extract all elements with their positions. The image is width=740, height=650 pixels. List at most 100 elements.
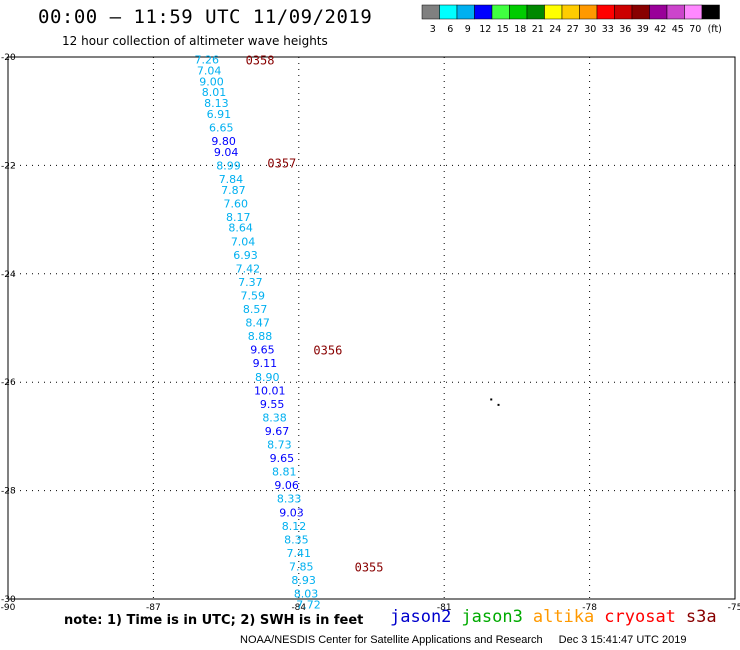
legend-swatch: [666, 4, 685, 20]
swh-value-label: 7.04: [231, 235, 256, 248]
credit-line: NOAA/NESDIS Center for Satellite Applica…: [240, 634, 686, 646]
swh-value-label: 6.65: [209, 121, 234, 134]
satellite-legend: jason2 jason3 altika cryosat s3a: [390, 607, 727, 627]
y-tick-label: -26: [1, 378, 16, 388]
swh-value-label: 8.01: [202, 86, 227, 99]
legend-swatch: [631, 4, 650, 20]
land-dot: [490, 398, 493, 401]
swh-value-label: 9.55: [260, 398, 285, 411]
legend-label: 39: [637, 24, 649, 35]
legend-label: 33: [602, 24, 614, 35]
x-tick-label: -87: [146, 603, 161, 613]
pass-time-label: 0357: [267, 157, 296, 171]
swh-value-label: 8.99: [216, 159, 241, 172]
swh-value-label: 7.84: [219, 173, 244, 186]
plot-frame: [7, 56, 736, 600]
footer-note: note: 1) Time is in UTC; 2) SWH is in fe…: [64, 613, 364, 628]
swh-value-label: 7.41: [287, 547, 312, 560]
swh-value-label: 7.60: [224, 197, 249, 210]
legend-label: 3: [430, 24, 436, 35]
legend-swatch: [509, 4, 528, 20]
swh-value-label: 8.88: [248, 330, 273, 343]
swh-value-label: 8.33: [277, 493, 302, 506]
y-tick-label: -22: [1, 161, 16, 171]
swh-value-label: 6.93: [233, 249, 258, 262]
satellite-s3a: s3a: [685, 607, 717, 627]
legend-swatch: [439, 4, 458, 20]
legend-swatch: [579, 4, 598, 20]
y-tick-label: -20: [1, 53, 16, 63]
swh-value-label: 7.26: [194, 54, 219, 67]
swh-labels: 7.267.049.008.018.136.916.659.809.048.99…: [194, 54, 320, 612]
satellite-jason3: jason3: [461, 607, 523, 627]
swh-value-label: 7.04: [197, 65, 222, 78]
x-tick-label: -90: [1, 603, 16, 613]
swh-value-label: 7.37: [238, 276, 263, 289]
swh-value-label: 7.85: [289, 560, 314, 573]
swh-value-label: 9.03: [279, 506, 304, 519]
pass-time-label: 0355: [355, 560, 384, 574]
x-tick-label: -84: [291, 603, 306, 613]
swh-value-label: 9.00: [199, 75, 224, 88]
axes: -90 -87 -84 -81 -78 -75 -20 -22 -24 -26 -28 -30: [1, 53, 740, 613]
swh-value-label: 8.12: [282, 520, 307, 533]
swh-value-label: 9.67: [265, 425, 290, 438]
swh-value-label: 9.65: [270, 452, 295, 465]
legend-label: 12: [479, 24, 491, 35]
legend-label: 42: [654, 24, 666, 35]
satellite-cryosat: cryosat: [604, 607, 676, 627]
y-tick-label: -24: [1, 270, 16, 280]
time-labels: 0358 0357 0356 0355: [246, 54, 500, 574]
land-dot: [497, 403, 500, 406]
legend-label: 24: [549, 24, 561, 35]
satellite-altika: altika: [532, 607, 595, 627]
satellite-jason2: jason2: [390, 607, 452, 627]
chart-subtitle: 12 hour collection of altimeter wave hei…: [62, 34, 328, 48]
legend-swatch: [456, 4, 475, 20]
legend-label: 6: [447, 24, 453, 35]
legend-label: (ft): [708, 24, 722, 35]
legend-swatch: [701, 4, 720, 20]
x-tick-label: -81: [437, 603, 452, 613]
swh-value-label: 8.90: [255, 371, 280, 384]
swh-value-label: 8.81: [272, 466, 297, 479]
swh-value-label: 9.04: [214, 146, 239, 159]
swh-value-label: 9.65: [250, 344, 275, 357]
swh-value-label: 9.80: [211, 135, 236, 148]
swh-value-label: 8.93: [291, 574, 316, 587]
legend-label: 27: [567, 24, 579, 35]
swh-value-label: 8.73: [267, 439, 292, 452]
swh-value-label: 8.03: [294, 588, 319, 601]
swh-value-label: 8.47: [245, 317, 270, 330]
x-tick-label: -78: [582, 603, 597, 613]
swh-value-label: 9.06: [274, 479, 299, 492]
pass-time-label: 0358: [246, 54, 275, 68]
legend-swatch: [649, 4, 668, 20]
swh-value-label: 8.35: [284, 533, 309, 546]
swh-value-label: 9.11: [253, 357, 278, 370]
legend-swatch: [474, 4, 493, 20]
legend-label: 18: [514, 24, 526, 35]
legend-label: 21: [532, 24, 544, 35]
credit-text: NOAA/NESDIS Center for Satellite Applica…: [240, 634, 543, 646]
pass-time-label: 0356: [313, 344, 342, 358]
chart-title: 00:00 – 11:59 UTC 11/09/2019: [38, 6, 373, 28]
swh-value-label: 8.38: [262, 411, 287, 424]
legend-swatch: [561, 4, 580, 20]
swh-value-label: 6.91: [207, 108, 232, 121]
swh-value-label: 7.59: [241, 289, 266, 302]
legend-label: 15: [497, 24, 509, 35]
legend-swatch: [596, 4, 615, 20]
legend-swatch: [421, 4, 440, 20]
legend-label: 45: [672, 24, 684, 35]
legend-label: 36: [619, 24, 631, 35]
legend-swatch: [684, 4, 703, 20]
legend-swatch: [544, 4, 563, 20]
swh-value-label: 7.87: [221, 184, 246, 197]
swh-value-label: 8.13: [204, 97, 229, 110]
y-tick-label: -30: [1, 595, 16, 605]
render-timestamp: Dec 3 15:41:47 UTC 2019: [558, 634, 687, 646]
color-legend: 3 6 9 12 15 18 21 24 27 30 33 36 39 42 45 70 (ft): [421, 4, 722, 35]
swh-value-label: 8.57: [243, 303, 268, 316]
